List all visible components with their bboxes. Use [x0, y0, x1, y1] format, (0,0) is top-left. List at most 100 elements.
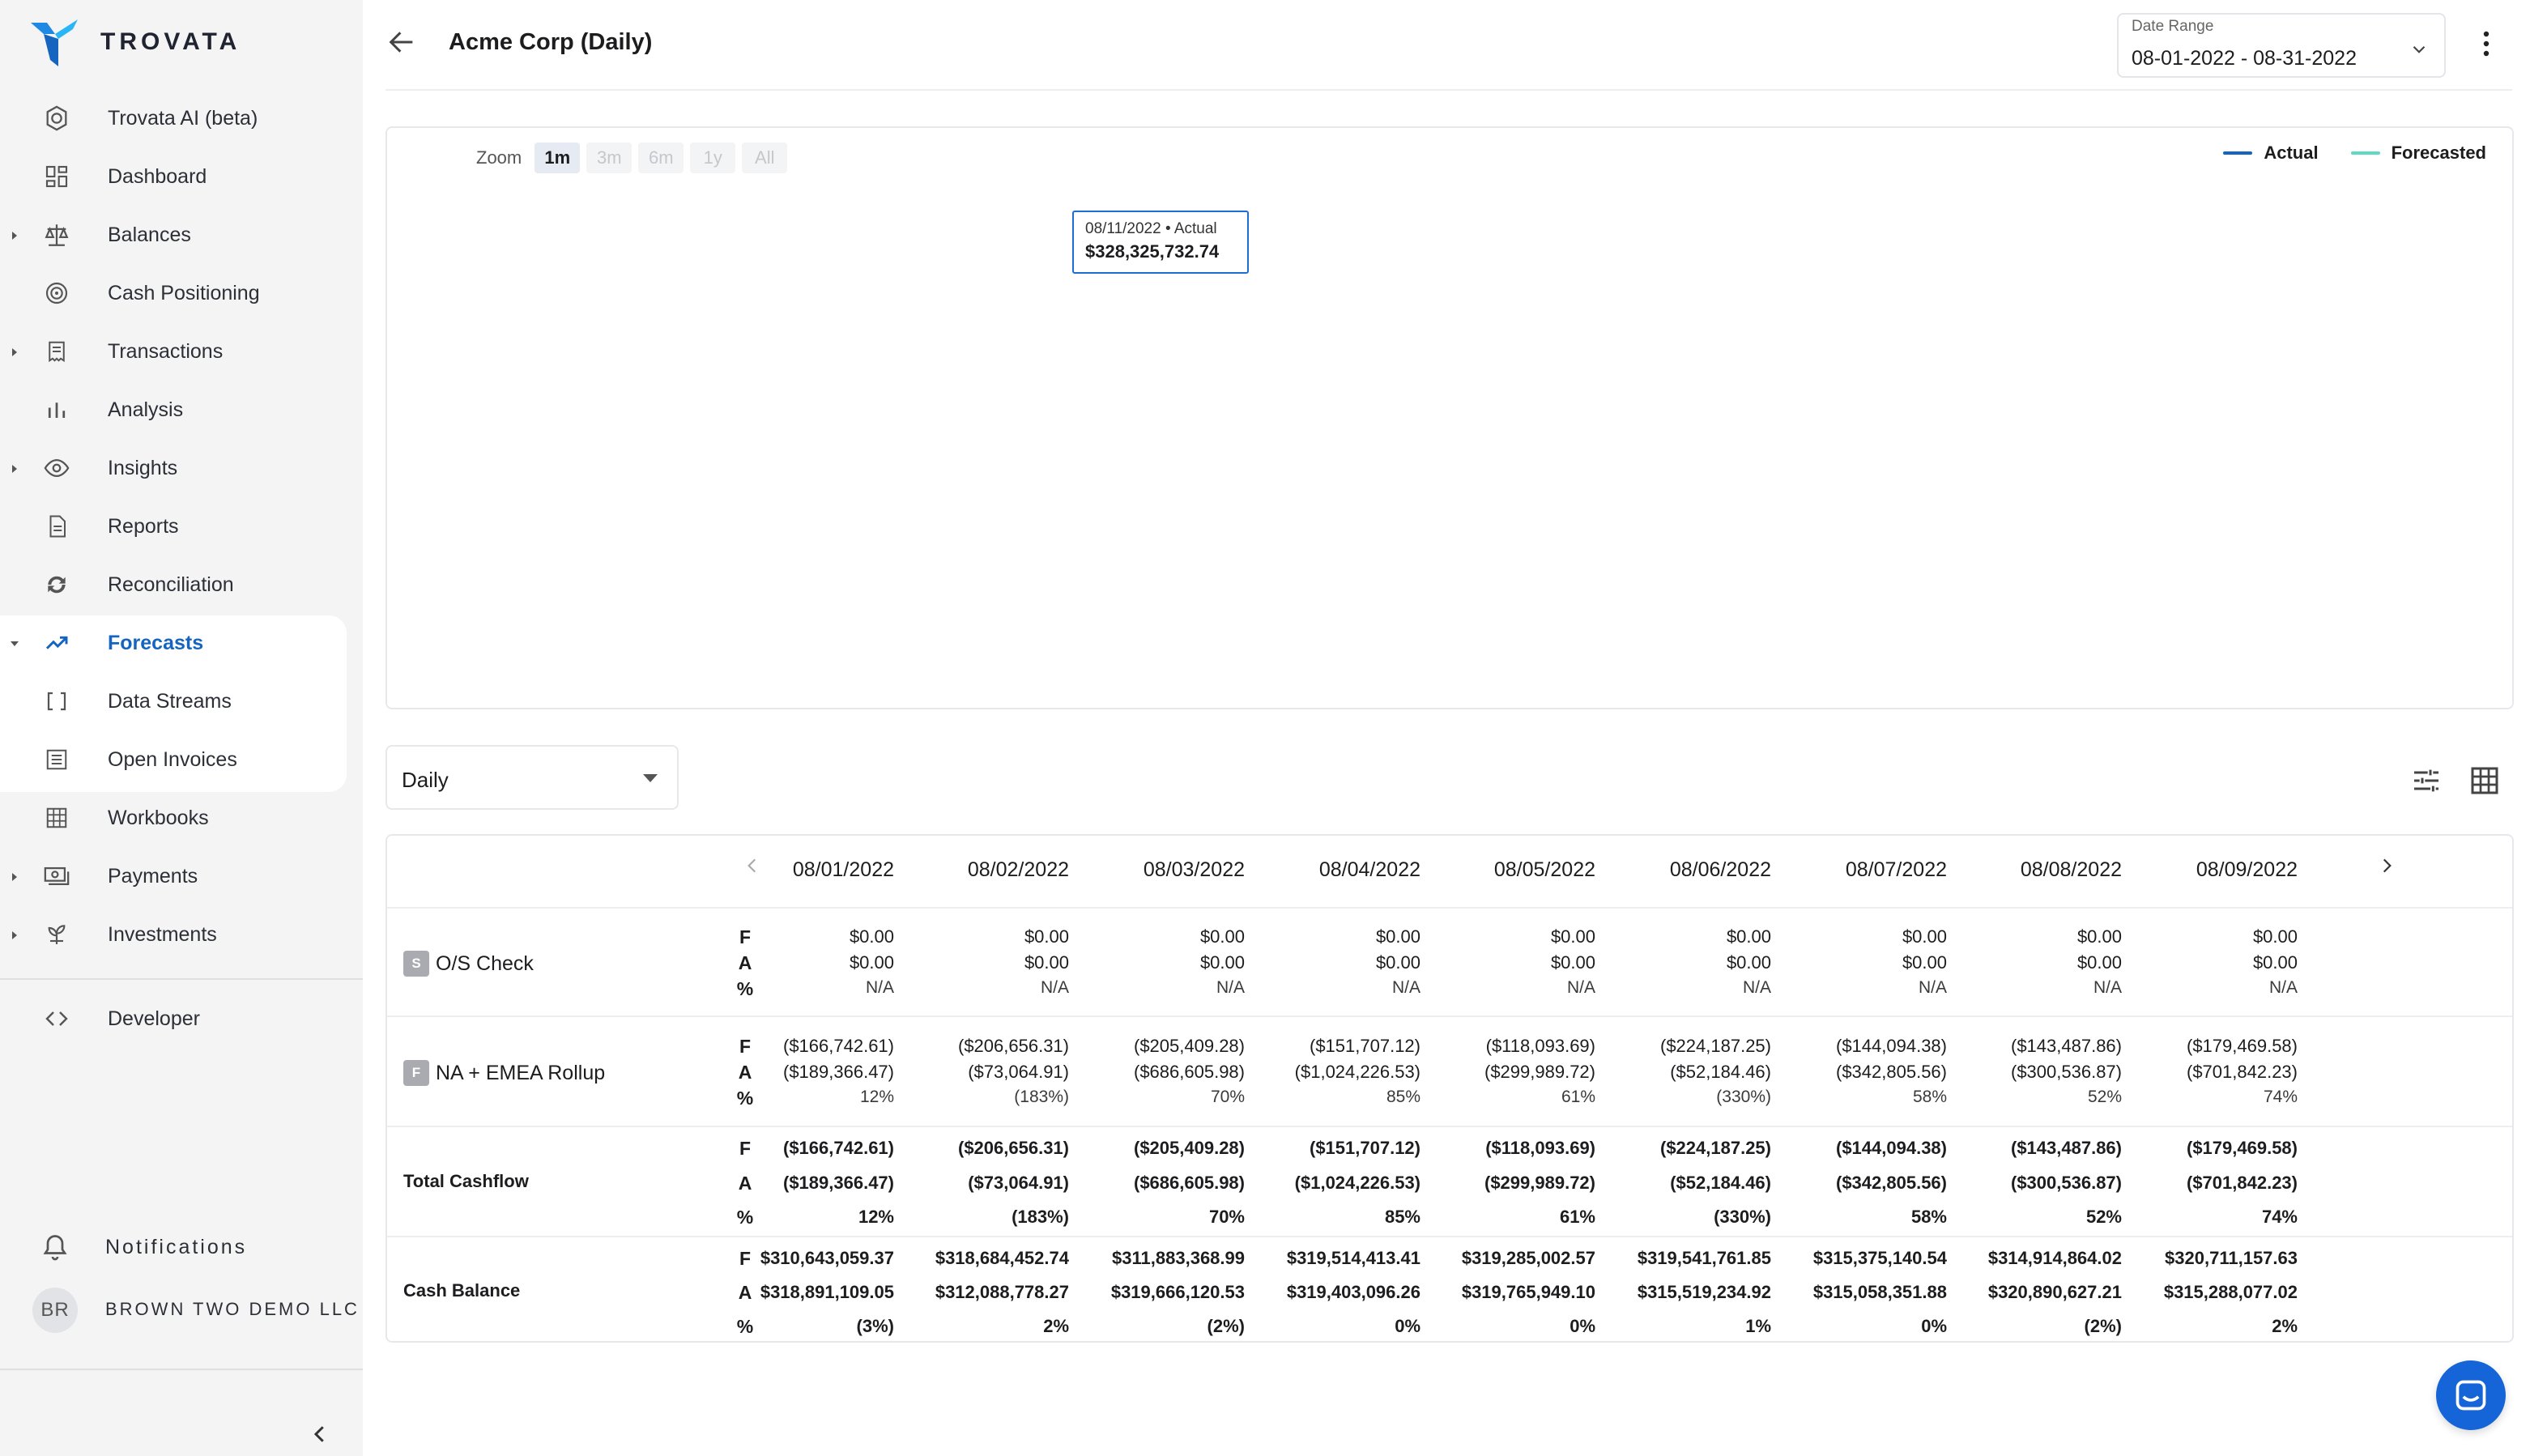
row-label-text: O/S Check [436, 952, 534, 975]
zoom-all-button[interactable]: All [742, 143, 788, 173]
table-cell: $0.00 [1024, 952, 1069, 973]
legend-item-actual[interactable]: Actual [2223, 143, 2319, 164]
table-cell: 12% [859, 1088, 894, 1106]
sidebar-item-forecasts[interactable]: Forecasts [0, 617, 363, 669]
sidebar-item-insights[interactable]: Insights [0, 442, 363, 494]
caret-right-icon[interactable] [10, 930, 19, 939]
sidebar-item-data-streams[interactable]: Data Streams [0, 675, 363, 727]
zoom-6m-button[interactable]: 6m [638, 143, 684, 173]
table-cell: $320,890,627.21 [1987, 1282, 2122, 1302]
zoom-1y-button[interactable]: 1y [690, 143, 736, 173]
sidebar-item-trovata-ai[interactable]: Trovata AI (beta) [0, 92, 363, 144]
filter-settings-button[interactable] [2409, 763, 2444, 798]
table-cell: ($73,064.91) [968, 1173, 1069, 1193]
table-cell: ($299,989.72) [1484, 1062, 1595, 1082]
table-cell: (330%) [1714, 1207, 1771, 1227]
table-cell: 58% [1912, 1088, 1947, 1106]
legend-item-forecasted[interactable]: Forecasted [2350, 143, 2486, 164]
table-cell: $0.00 [1199, 926, 1245, 947]
table-cell: $319,285,002.57 [1461, 1248, 1595, 1268]
table-cell: ($701,842.23) [2187, 1062, 2298, 1082]
table-cell: ($206,656.31) [958, 1138, 1069, 1158]
table-cell: $0.00 [1550, 952, 1595, 973]
table-cell: ($179,469.58) [2187, 1036, 2298, 1056]
table-cell: $0.00 [1726, 952, 1771, 973]
chat-support-button[interactable] [2436, 1360, 2506, 1430]
table-prev-button[interactable] [740, 854, 765, 878]
sidebar-item-balances[interactable]: Balances [0, 209, 363, 261]
sidebar-item-open-invoices[interactable]: Open Invoices [0, 734, 363, 785]
row-label[interactable]: S O/S Check [403, 951, 534, 977]
sidebar-item-payments[interactable]: Payments [0, 850, 363, 902]
bell-icon [39, 1231, 71, 1263]
chevron-right-icon [2383, 858, 2392, 873]
sidebar-item-label: Developer [108, 1007, 200, 1030]
legend-swatch-actual [2223, 151, 2253, 155]
row-letter-a: A [738, 1282, 752, 1303]
table-cell: 2% [1043, 1316, 1069, 1336]
row-label[interactable]: Total Cashflow [403, 1171, 529, 1192]
table-cell: $320,711,157.63 [2165, 1248, 2298, 1268]
organization-name[interactable]: BROWN TWO DEMO LLC [105, 1299, 360, 1319]
notifications-item[interactable]: Notifications [0, 1221, 363, 1273]
sidebar-item-investments[interactable]: Investments [0, 909, 363, 960]
back-button[interactable] [385, 26, 418, 58]
sidebar-item-workbooks[interactable]: Workbooks [0, 792, 363, 844]
sidebar-item-label: Reconciliation [108, 573, 234, 596]
grid-view-button[interactable] [2467, 763, 2502, 798]
row-letter-percent: % [736, 978, 754, 999]
row-separator [387, 1015, 2512, 1017]
sidebar-item-analysis[interactable]: Analysis [0, 384, 363, 436]
code-icon [40, 1003, 73, 1035]
column-header-date: 08/08/2022 [2020, 858, 2122, 881]
header-separator [387, 907, 2512, 909]
caret-down-icon[interactable] [10, 638, 19, 648]
forecast-chart[interactable]: $310M$315M$320M$325M$330M1. Aug3. Aug5. … [387, 128, 2512, 708]
table-cell: 85% [1384, 1207, 1420, 1227]
sidebar-item-label: Payments [108, 864, 198, 888]
table-cell: ($151,707.12) [1310, 1138, 1420, 1158]
brand[interactable]: TROVATA [29, 18, 241, 66]
sidebar-item-reports[interactable]: Reports [0, 500, 363, 552]
table-next-button[interactable] [2375, 854, 2399, 878]
table-cell: ($686,605.98) [1134, 1062, 1245, 1082]
column-header-date: 08/04/2022 [1318, 858, 1420, 881]
row-label[interactable]: F NA + EMEA Rollup [403, 1060, 605, 1086]
sidebar-item-transactions[interactable]: Transactions [0, 326, 363, 377]
period-select[interactable]: Daily [385, 745, 679, 810]
caret-right-icon[interactable] [10, 230, 19, 240]
sidebar-item-dashboard[interactable]: Dashboard [0, 151, 363, 202]
zoom-1m-button[interactable]: 1m [535, 143, 581, 173]
caret-right-icon[interactable] [10, 347, 19, 356]
date-range-picker[interactable]: Date Range 08-01-2022 - 08-31-2022 [2117, 13, 2446, 78]
ai-icon [40, 102, 73, 134]
collapse-sidebar-button[interactable] [308, 1422, 332, 1446]
table-cell: N/A [865, 978, 894, 997]
sidebar-item-developer[interactable]: Developer [0, 993, 363, 1045]
caret-right-icon[interactable] [10, 871, 19, 881]
table-cell: 1% [1745, 1316, 1771, 1336]
plant-icon [40, 918, 73, 951]
sidebar-item-cash-positioning[interactable]: Cash Positioning [0, 267, 363, 319]
column-header-date: 08/07/2022 [1845, 858, 1947, 881]
row-label[interactable]: Cash Balance [403, 1280, 520, 1301]
column-header-date: 08/09/2022 [2196, 858, 2298, 881]
sidebar-item-reconciliation[interactable]: Reconciliation [0, 559, 363, 611]
table-cell: $319,765,949.10 [1461, 1282, 1595, 1302]
table-cell: $0.00 [1902, 952, 1947, 973]
zoom-3m-button[interactable]: 3m [586, 143, 632, 173]
avatar[interactable]: BR [32, 1288, 78, 1333]
row-letter-f: F [739, 926, 752, 947]
bar-chart-icon [40, 394, 73, 426]
table-cell: $0.00 [1550, 926, 1595, 947]
table-cell: (183%) [1012, 1207, 1069, 1227]
row-letter-f: F [739, 1138, 752, 1159]
date-range-value: 08-01-2022 - 08-31-2022 [2132, 47, 2357, 70]
caret-right-icon[interactable] [10, 463, 19, 473]
sidebar-item-label: Trovata AI (beta) [108, 106, 258, 130]
table-cell: $319,514,413.41 [1286, 1248, 1420, 1268]
sidebar-item-label: Cash Positioning [108, 281, 260, 304]
more-options-button[interactable] [2477, 28, 2496, 60]
column-header-date: 08/03/2022 [1143, 858, 1245, 881]
table-cell: ($179,469.58) [2187, 1138, 2298, 1158]
